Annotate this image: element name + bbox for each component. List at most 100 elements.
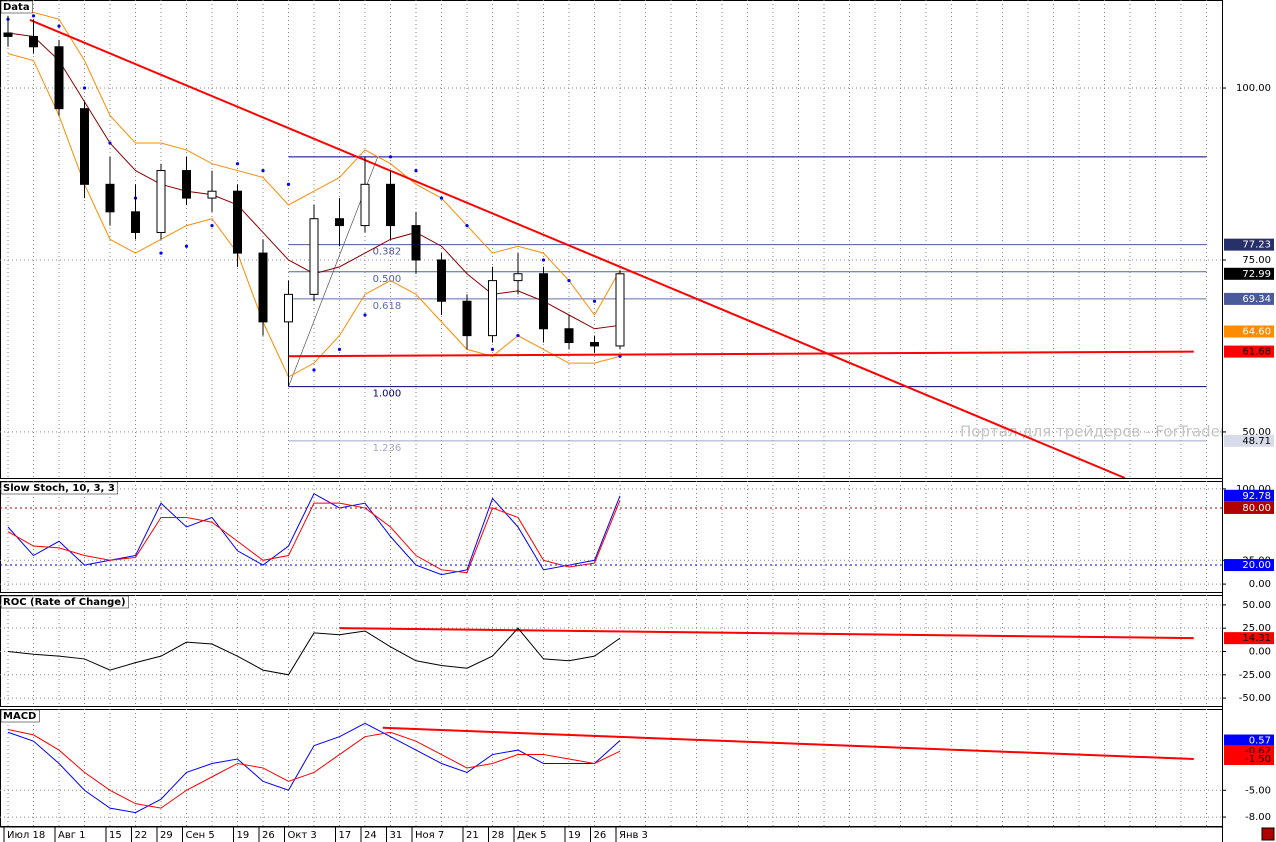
- fib-label: 0.382: [373, 247, 402, 258]
- price-marker-label: 64.60: [1242, 327, 1271, 338]
- sar-dot: [159, 251, 163, 255]
- candle-body: [207, 190, 217, 199]
- series-line: [7, 500, 621, 574]
- sar-dot: [490, 347, 495, 351]
- price-marker-label: 77.23: [1242, 240, 1271, 251]
- x-tick-label: 17: [339, 830, 352, 841]
- candle-body: [182, 170, 191, 199]
- price-marker-label: -0.62: [1245, 746, 1271, 757]
- panel-title-bg: [0, 0, 33, 14]
- x-tick-label: 19: [237, 830, 250, 841]
- y-tick-label: 75.00: [1242, 255, 1271, 266]
- x-tick-label: Авг 1: [58, 830, 86, 841]
- candle-body: [3, 32, 13, 37]
- y-tick-label: 50.00: [1242, 600, 1271, 611]
- x-tick-label: 28: [492, 830, 505, 841]
- x-tick-label: Янв 3: [619, 830, 648, 841]
- trendline: [382, 726, 1194, 761]
- candle-body: [360, 183, 370, 227]
- sar-dot: [210, 223, 214, 228]
- overlay-line: [8, 11, 621, 316]
- trendline: [339, 627, 1194, 640]
- sar-dot: [235, 162, 240, 166]
- y-tick-label: -5.00: [1245, 785, 1271, 796]
- x-tick-label: Окт 3: [288, 830, 317, 841]
- sar-dot: [108, 141, 112, 145]
- sar-dot: [312, 368, 316, 372]
- price-marker: [1224, 632, 1274, 645]
- y-tick-label: -25.00: [1239, 670, 1271, 681]
- sar-dot: [337, 347, 342, 351]
- price-marker-label: 80.00: [1242, 503, 1271, 514]
- sar-dot: [31, 14, 36, 18]
- panel-title: ROC (Rate of Change): [3, 597, 126, 608]
- fib-label: 1.236: [373, 443, 402, 454]
- panel-title-bg: [0, 595, 129, 609]
- candle-body: [54, 46, 64, 110]
- x-tick-label: Июл 18: [7, 830, 45, 841]
- candle-body: [80, 108, 89, 185]
- y-tick-label: 0.00: [1249, 579, 1271, 590]
- price-marker: [1224, 501, 1274, 514]
- candle-body: [488, 280, 497, 337]
- trendline: [29, 19, 1126, 478]
- series-line: [7, 627, 621, 676]
- sar-dot: [82, 86, 87, 90]
- x-tick-label: Дек 5: [517, 830, 547, 841]
- candle-body: [411, 225, 421, 261]
- series-line: [7, 729, 621, 809]
- x-tick-label: 24: [364, 830, 377, 841]
- x-tick-label: 29: [160, 830, 173, 841]
- corner-icon: [1261, 827, 1275, 841]
- candle-body: [564, 328, 574, 344]
- candle-body: [29, 35, 38, 48]
- x-tick-label: 21: [466, 830, 479, 841]
- sar-dot: [516, 334, 520, 338]
- candle-body: [233, 190, 242, 254]
- price-marker-label: 69.34: [1242, 294, 1271, 305]
- x-tick-label: Ноя 7: [415, 830, 444, 841]
- panel-plot: [0, 481, 1222, 592]
- candle-body: [335, 218, 344, 227]
- candle-body: [131, 211, 140, 233]
- sar-dot: [567, 279, 571, 283]
- series-line: [7, 722, 621, 814]
- price-marker: [1224, 238, 1274, 251]
- candle-body: [105, 183, 115, 213]
- price-marker-label: 20.00: [1242, 560, 1271, 571]
- candle-body: [539, 273, 548, 330]
- candle-body: [462, 300, 472, 337]
- panel-title-bg: [0, 481, 119, 495]
- panel-plot: [0, 595, 1222, 706]
- sar-dot: [261, 168, 265, 173]
- candle-body: [284, 293, 293, 323]
- sar-dot: [439, 196, 444, 200]
- panel-title-bg: [0, 709, 40, 723]
- fib-label: 1.000: [373, 389, 402, 400]
- price-marker: [1224, 434, 1274, 447]
- price-marker-label: 92.78: [1242, 491, 1271, 502]
- sar-dot: [541, 258, 546, 262]
- sar-dot: [286, 182, 291, 186]
- candle-body: [156, 170, 166, 233]
- sar-dot: [57, 24, 61, 28]
- fib-label: 0.618: [373, 301, 402, 312]
- sar-dot: [414, 168, 418, 173]
- candle-body: [615, 273, 625, 347]
- candle-body: [309, 218, 319, 295]
- candle-body: [386, 183, 395, 227]
- sar-dot: [592, 299, 597, 303]
- price-marker-label: 72.99: [1242, 269, 1271, 280]
- candle-body: [513, 273, 523, 282]
- y-tick-label: -8.00: [1245, 812, 1271, 823]
- x-tick-label: 19: [568, 830, 581, 841]
- x-tick-label: 26: [262, 830, 275, 841]
- candle-body: [590, 342, 599, 347]
- panel-title: Slow Stoch, 10, 3, 3: [3, 483, 115, 494]
- price-marker-label: -1.50: [1245, 754, 1271, 765]
- price-marker: [1224, 559, 1274, 572]
- price-marker-label: 61.68: [1242, 347, 1271, 358]
- price-marker: [1224, 345, 1274, 358]
